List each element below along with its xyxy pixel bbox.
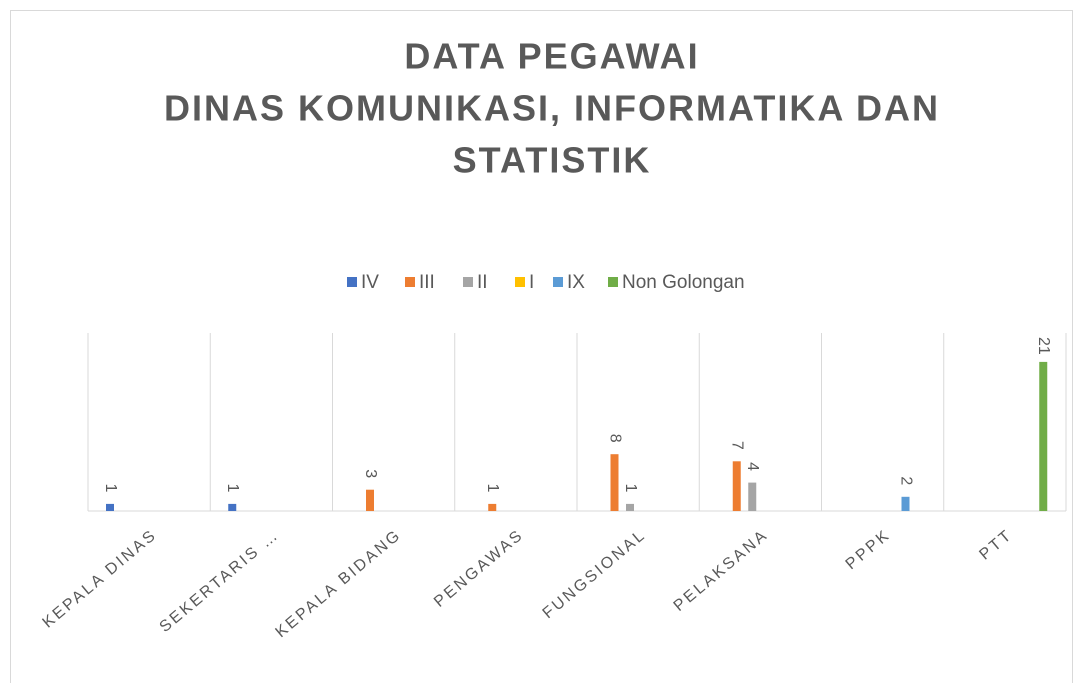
legend-label: I xyxy=(529,272,534,293)
data-label: 8 xyxy=(606,434,623,443)
chart-title: STATISTIK xyxy=(453,140,652,181)
bar xyxy=(366,489,374,511)
legend-label: III xyxy=(419,272,435,293)
data-label: 4 xyxy=(744,462,761,471)
bar xyxy=(901,496,910,511)
legend-label: Non Golongan xyxy=(622,272,745,293)
bar xyxy=(1039,361,1048,511)
legend-swatch xyxy=(515,277,525,287)
legend-label: II xyxy=(477,272,488,293)
data-label: 1 xyxy=(484,483,501,492)
legend-swatch xyxy=(347,277,357,287)
legend-label: IV xyxy=(361,272,379,293)
bar xyxy=(488,503,497,511)
bar xyxy=(626,503,634,511)
chart-title: DATA PEGAWAI xyxy=(404,36,699,77)
data-label: 7 xyxy=(729,441,746,450)
bar xyxy=(732,461,741,511)
chart-title: DINAS KOMUNIKASI, INFORMATIKA DAN xyxy=(164,88,940,129)
data-label: 3 xyxy=(362,469,379,478)
data-label: 1 xyxy=(224,483,241,492)
chart-border xyxy=(10,10,1073,683)
bar xyxy=(610,454,619,511)
data-label: 21 xyxy=(1035,337,1052,355)
data-label: 1 xyxy=(622,483,639,492)
data-label: 2 xyxy=(897,476,914,485)
bar xyxy=(106,503,114,511)
legend-swatch xyxy=(608,277,618,287)
bar xyxy=(228,503,237,511)
legend-label: IX xyxy=(567,272,585,293)
data-label: 1 xyxy=(102,483,119,492)
legend-swatch xyxy=(405,277,415,287)
bar xyxy=(748,482,757,511)
legend-swatch xyxy=(463,277,473,287)
legend-swatch xyxy=(553,277,563,287)
